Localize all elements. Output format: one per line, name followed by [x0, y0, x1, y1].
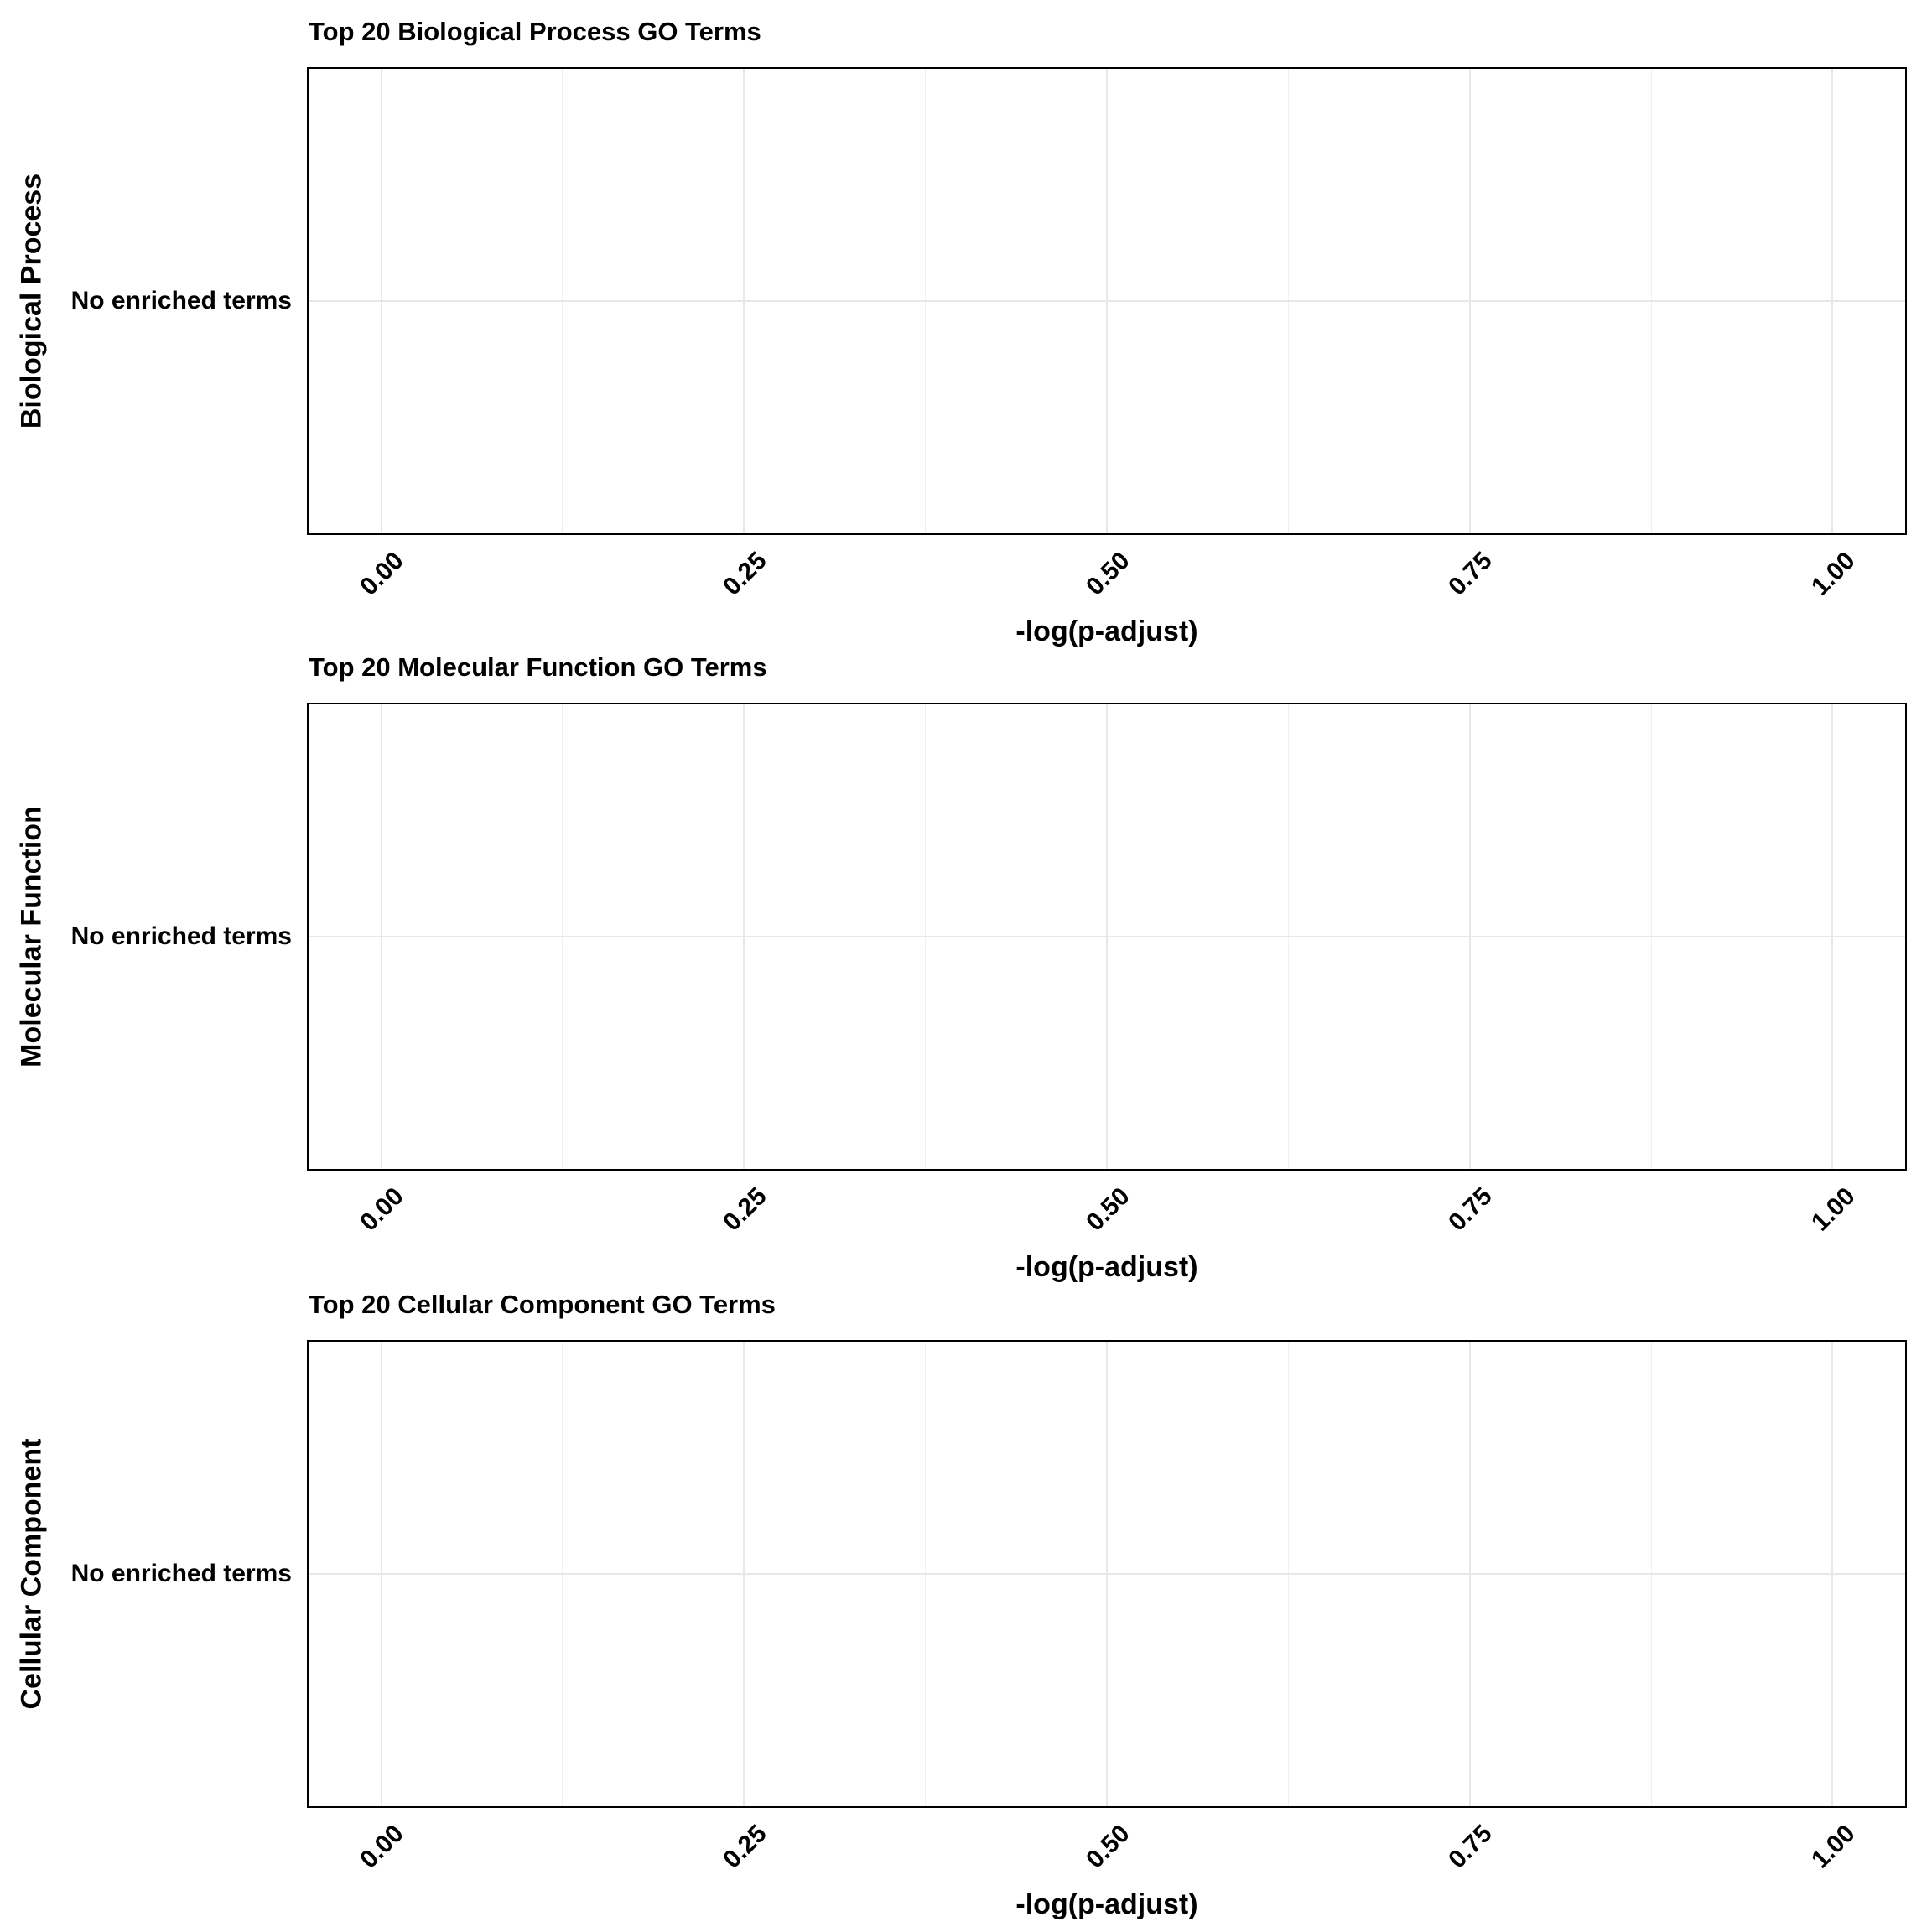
chart-title: Top 20 Cellular Component GO Terms — [309, 1290, 776, 1319]
x-axis-title: -log(p-adjust) — [1015, 1888, 1198, 1920]
x-tick-label: 1.00 — [1806, 547, 1861, 601]
y-axis-title: Biological Process — [15, 173, 48, 429]
x-tick-label: 1.00 — [1806, 1182, 1861, 1237]
plot-panel — [307, 703, 1907, 1171]
x-tick-label: 0.50 — [1080, 547, 1135, 601]
y-tick-label: No enriched terms — [70, 287, 292, 314]
gridline-major-y — [309, 300, 1905, 302]
x-tick-label: 0.50 — [1080, 1182, 1135, 1237]
gridline-major-y — [309, 936, 1905, 937]
y-tick-label: No enriched terms — [70, 1560, 292, 1587]
x-axis-title: -log(p-adjust) — [1015, 615, 1198, 647]
y-axis-title: Cellular Component — [15, 1438, 48, 1710]
x-tick-label: 0.50 — [1080, 1820, 1135, 1874]
x-tick-label: 0.25 — [717, 547, 772, 601]
x-tick-label: 0.75 — [1443, 1182, 1498, 1237]
chart-title: Top 20 Biological Process GO Terms — [309, 17, 761, 46]
y-tick-label: No enriched terms — [70, 922, 292, 950]
chart-biological-process: Top 20 Biological Process GO Terms Biolo… — [0, 0, 1932, 646]
y-axis-title: Molecular Function — [15, 806, 48, 1067]
x-tick-label: 1.00 — [1806, 1820, 1861, 1874]
x-tick-label: 0.00 — [355, 547, 409, 601]
chart-cellular-component: Top 20 Cellular Component GO Terms Cellu… — [0, 1273, 1932, 1932]
x-tick-label: 0.00 — [355, 1820, 409, 1874]
chart-molecular-function: Top 20 Molecular Function GO Terms Molec… — [0, 636, 1932, 1281]
x-tick-label: 0.00 — [355, 1182, 409, 1237]
plot-panel — [307, 1340, 1907, 1808]
plot-panel — [307, 67, 1907, 535]
x-tick-label: 0.75 — [1443, 547, 1498, 601]
gridline-major-y — [309, 1573, 1905, 1575]
x-axis-title: -log(p-adjust) — [1015, 1251, 1198, 1283]
x-tick-label: 0.25 — [717, 1182, 772, 1237]
x-tick-label: 0.25 — [717, 1820, 772, 1874]
x-tick-label: 0.75 — [1443, 1820, 1498, 1874]
chart-title: Top 20 Molecular Function GO Terms — [309, 652, 767, 682]
